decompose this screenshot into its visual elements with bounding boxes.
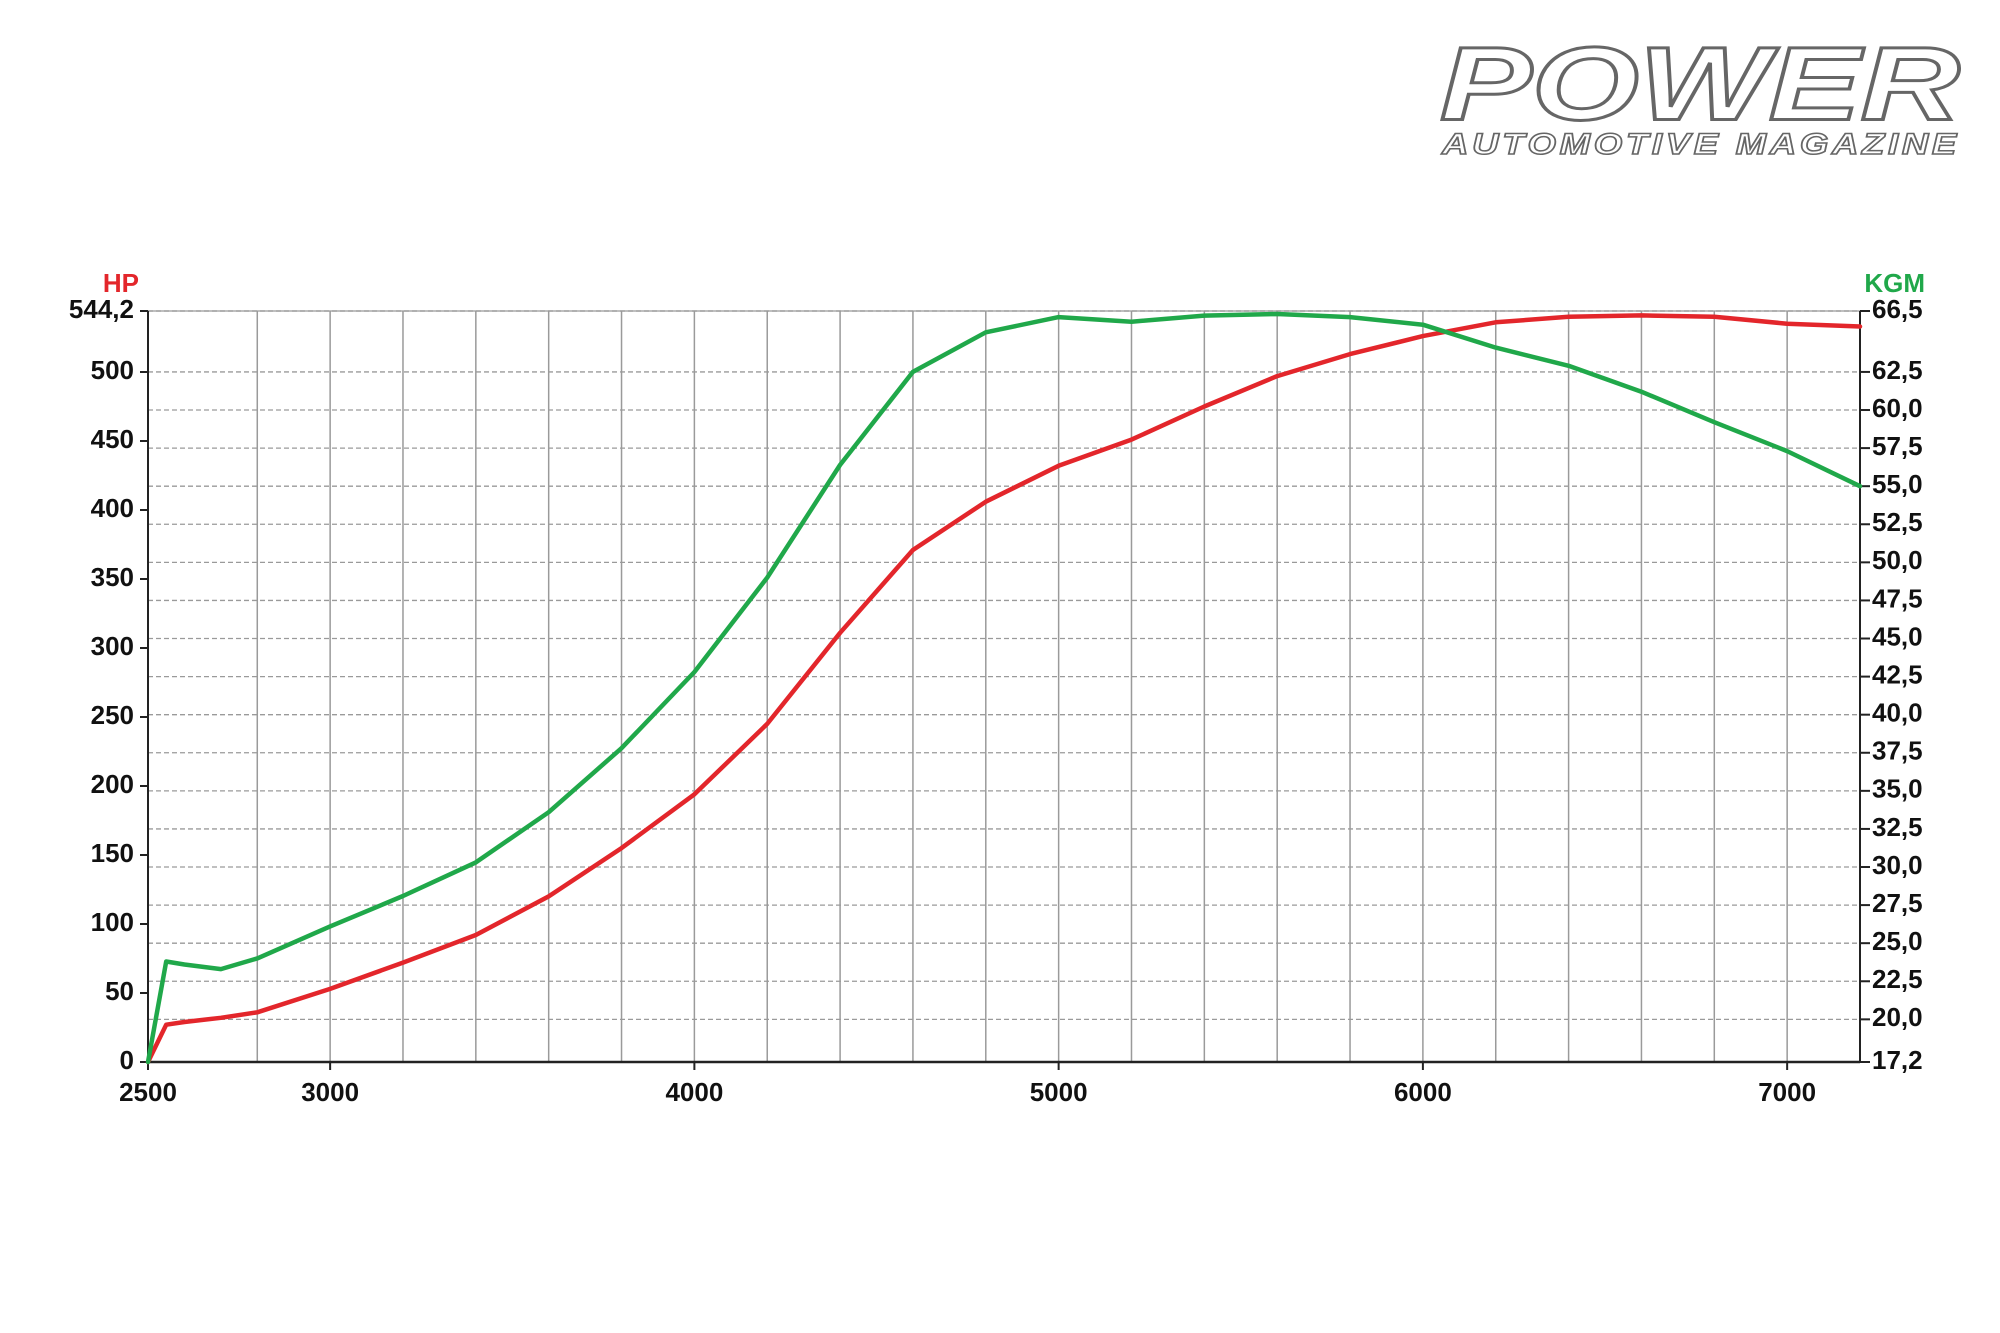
- y-tick-label: 400: [91, 493, 134, 523]
- x-tick-label: 6000: [1394, 1077, 1452, 1107]
- x-tick-label: 5000: [1030, 1077, 1088, 1107]
- y2-tick-label: 47,5: [1872, 583, 1923, 613]
- y2-tick-label: 52,5: [1872, 507, 1923, 537]
- y2-tick-label: 20,0: [1872, 1002, 1923, 1032]
- y2-tick-label: 37,5: [1872, 736, 1923, 766]
- plot-frame: [147, 310, 1861, 1063]
- y-axis-label: HP: [103, 268, 139, 298]
- y2-tick-label: 40,0: [1872, 698, 1923, 728]
- x-tick-label: 2500: [119, 1077, 177, 1107]
- x-tick-label: 4000: [665, 1077, 723, 1107]
- y-tick-label: 350: [91, 562, 134, 592]
- y-tick-label: 450: [91, 424, 134, 454]
- y2-tick-label: 50,0: [1872, 545, 1923, 575]
- series-line: [145, 313, 1863, 1065]
- y-tick-label: 50: [105, 976, 134, 1006]
- y-tick-label: 500: [91, 355, 134, 385]
- y-tick-label: 300: [91, 631, 134, 661]
- y2-axis-label: KGM: [1864, 268, 1925, 298]
- y-tick-label: 100: [91, 907, 134, 937]
- brand-subtitle: AUTOMOTIVE MAGAZINE: [1441, 128, 1960, 161]
- y2-tick-label: 45,0: [1872, 621, 1923, 651]
- y2-tick-label: 42,5: [1872, 659, 1923, 689]
- y2-tick-label: 66,5: [1872, 294, 1923, 324]
- y-tick-label: 250: [91, 700, 134, 730]
- x-tick-label: 7000: [1758, 1077, 1816, 1107]
- y-tick-label: 544,2: [69, 294, 134, 324]
- y2-tick-label: 32,5: [1872, 812, 1923, 842]
- y2-tick-label: 22,5: [1872, 964, 1923, 994]
- y-tick-label: 150: [91, 838, 134, 868]
- y2-tick-label: 35,0: [1872, 774, 1923, 804]
- y2-tick-label: 25,0: [1872, 926, 1923, 956]
- y2-tick-label: 30,0: [1872, 850, 1923, 880]
- y2-tick-label: 27,5: [1872, 888, 1923, 918]
- series-line: [145, 311, 1863, 1065]
- x-tick-label: 3000: [301, 1077, 359, 1107]
- y2-tick-label: 62,5: [1872, 355, 1923, 385]
- y2-tick-label: 17,2: [1872, 1045, 1923, 1075]
- y2-tick-label: 55,0: [1872, 469, 1923, 499]
- y2-tick-label: 57,5: [1872, 431, 1923, 461]
- brand-title: POWER: [1440, 26, 1960, 142]
- y2-tick-label: 60,0: [1872, 393, 1923, 423]
- y-tick-label: 0: [120, 1045, 134, 1075]
- y-tick-label: 200: [91, 769, 134, 799]
